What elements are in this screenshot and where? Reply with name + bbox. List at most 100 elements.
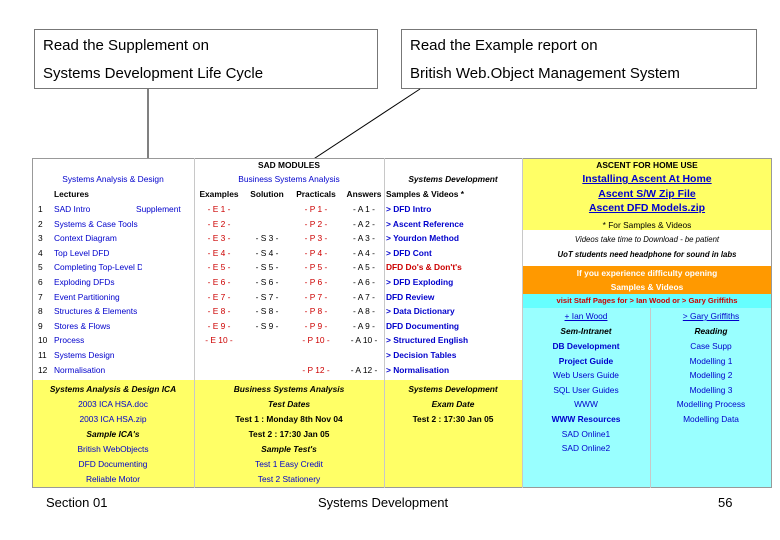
answer-link[interactable]: - A 8 - (353, 306, 375, 317)
answer-link[interactable]: - A 9 - (353, 320, 375, 331)
reading-link[interactable]: Case Supp (690, 341, 732, 351)
answer-link[interactable]: - A 1 - (353, 204, 375, 214)
sample-video-link[interactable]: DFD Documenting (386, 320, 460, 331)
solution-link[interactable]: - S 3 - (255, 233, 279, 244)
page-number: 56 (718, 495, 733, 510)
intranet-link[interactable]: Project Guide (558, 355, 614, 366)
ian-wood-link[interactable]: + Ian Wood (564, 311, 608, 321)
practical-link[interactable]: - P 2 - (304, 218, 328, 229)
answer-link[interactable]: - A 6 - (353, 277, 375, 287)
lecture-name-link[interactable]: Stores & Flows (54, 320, 111, 331)
lecture-name-link[interactable]: Exploding DFDs (54, 277, 115, 287)
practical-link[interactable]: - P 1 - (304, 204, 328, 214)
sample-video-link[interactable]: > DFD Intro (386, 204, 432, 214)
intranet-link[interactable]: WWW Resources (551, 414, 621, 424)
ica-item-1[interactable]: 2003 ICA HSA.zip (79, 414, 147, 424)
sample-video-link[interactable]: DFD Review (386, 291, 435, 302)
answer-link[interactable]: - A 12 - (350, 364, 378, 375)
example-link[interactable]: - E 6 - (207, 277, 231, 287)
install-ascent-link[interactable]: Installing Ascent At Home (582, 173, 712, 185)
reading-link[interactable]: Modelling Process (676, 399, 746, 410)
practical-link[interactable]: - P 8 - (304, 306, 328, 317)
sample-video-link[interactable]: DFD Do's & Don't's (386, 262, 462, 273)
reading-link[interactable]: Modelling 1 (689, 355, 733, 366)
footer-section: Section 01 (46, 495, 108, 510)
example-link[interactable]: - E 2 - (207, 218, 231, 229)
ascent-zip-link[interactable]: Ascent S/W Zip File (598, 188, 696, 200)
ica-item-3[interactable]: British WebObjects (77, 444, 149, 454)
lecture-name-link[interactable]: Systems & Case Tools (54, 218, 138, 229)
example-link[interactable]: - E 7 - (207, 291, 231, 302)
reading-link[interactable]: Modelling Data (683, 414, 739, 424)
stationery-link[interactable]: Test 2 Stationery (257, 474, 321, 484)
lecture-name-link[interactable]: Top Level DFD (54, 247, 110, 258)
example-link[interactable]: - E 4 - (207, 247, 231, 258)
answer-link[interactable]: - A 5 - (353, 262, 375, 273)
example-link[interactable]: - E 1 - (207, 204, 231, 214)
answer-link[interactable]: - A 2 - (353, 218, 375, 229)
example-link[interactable]: - E 10 - (205, 335, 233, 346)
lecture-number: 9 (38, 320, 43, 331)
example-link[interactable]: - E 3 - (207, 233, 231, 244)
sample-video-link[interactable]: > Decision Tables (386, 350, 457, 360)
example-link[interactable]: - E 8 - (207, 306, 231, 317)
practical-link[interactable]: - P 5 - (304, 262, 328, 273)
answer-link[interactable]: - A 4 - (353, 247, 375, 258)
intranet-link[interactable]: SAD Online1 (561, 428, 611, 439)
intranet-link[interactable]: WWW (574, 399, 598, 410)
sad-header[interactable]: Systems Analysis & Design (62, 174, 164, 184)
intranet-link[interactable]: DB Development (552, 341, 620, 351)
lecture-name-link[interactable]: Structures & Elements (54, 306, 138, 317)
lecture-name-link[interactable]: Event Partitioning (54, 291, 120, 302)
reading-link[interactable]: Modelling 3 (689, 384, 733, 395)
sample-video-link[interactable]: > Structured English (386, 335, 469, 346)
ascent-dfd-link[interactable]: Ascent DFD Models.zip (588, 202, 706, 214)
practical-link[interactable]: - P 4 - (304, 247, 328, 258)
practical-link[interactable]: - P 7 - (304, 291, 328, 302)
ica-item-4[interactable]: DFD Documenting (78, 459, 148, 469)
supplement-link[interactable]: Supplement (136, 204, 181, 214)
answer-link[interactable]: - A 7 - (353, 291, 375, 302)
practical-link[interactable]: - P 10 - (302, 335, 330, 346)
lecture-name-link[interactable]: Normalisation (54, 364, 106, 375)
lecture-name-link[interactable]: Completing Top-Level DFD (54, 262, 142, 273)
solution-link[interactable]: - S 9 - (255, 320, 279, 331)
solution-link[interactable]: - S 6 - (255, 277, 279, 287)
sample-video-link[interactable]: > Yourdon Method (386, 233, 459, 244)
sample-video-link[interactable]: > DFD Exploding (386, 277, 454, 287)
sample-video-link[interactable]: > Normalisation (386, 364, 450, 375)
intranet-link[interactable]: SQL User Guides (553, 384, 619, 395)
sample-video-link[interactable]: > DFD Cont (386, 247, 432, 258)
solution-link[interactable]: - S 4 - (255, 247, 279, 258)
gary-griffiths-link[interactable]: > Gary Griffiths (682, 311, 740, 321)
intranet-link[interactable]: SAD Online2 (561, 443, 611, 454)
solution-link[interactable]: - S 7 - (255, 291, 279, 302)
answer-link[interactable]: - A 3 - (353, 233, 375, 244)
sample-video-link[interactable]: > Data Dictionary (386, 306, 455, 317)
ica-item-0[interactable]: 2003 ICA HSA.doc (78, 399, 148, 409)
lecture-name-link[interactable]: Context Diagram (54, 233, 117, 244)
ica-item-5[interactable]: Reliable Motor (86, 474, 140, 484)
bsa-header[interactable]: Business Systems Analysis (238, 174, 340, 184)
lecture-name-link[interactable]: SAD Intro (54, 204, 91, 214)
samples-star: * (460, 189, 465, 199)
easy-credit-link[interactable]: Test 1 Easy Credit (255, 459, 323, 469)
practical-link[interactable]: - P 12 - (302, 364, 330, 375)
lecture-name-link[interactable]: Process (54, 335, 85, 346)
answer-link[interactable]: - A 10 - (350, 335, 378, 346)
sample-video-link[interactable]: > Ascent Reference (386, 218, 464, 229)
lecture-row: 11 Systems Design > Decision Tables (32, 348, 772, 363)
example-link[interactable]: - E 5 - (207, 262, 231, 273)
solution-link[interactable]: - S 5 - (255, 262, 279, 273)
visit-staff-note[interactable]: visit Staff Pages for > Ian Wood or > Ga… (556, 296, 738, 305)
practical-link[interactable]: - P 6 - (304, 277, 328, 287)
intranet-header: Sem-Intranet (560, 326, 612, 336)
reading-link[interactable]: Modelling 2 (689, 370, 733, 381)
practical-link[interactable]: - P 3 - (304, 233, 328, 244)
solution-link[interactable]: - S 8 - (255, 306, 279, 317)
lecture-name-link[interactable]: Systems Design (54, 350, 115, 360)
practical-link[interactable]: - P 9 - (304, 320, 328, 331)
samples-videos-link[interactable]: Samples & Videos (610, 282, 684, 292)
example-link[interactable]: - E 9 - (207, 320, 231, 331)
intranet-link[interactable]: Web Users Guide (553, 370, 619, 381)
